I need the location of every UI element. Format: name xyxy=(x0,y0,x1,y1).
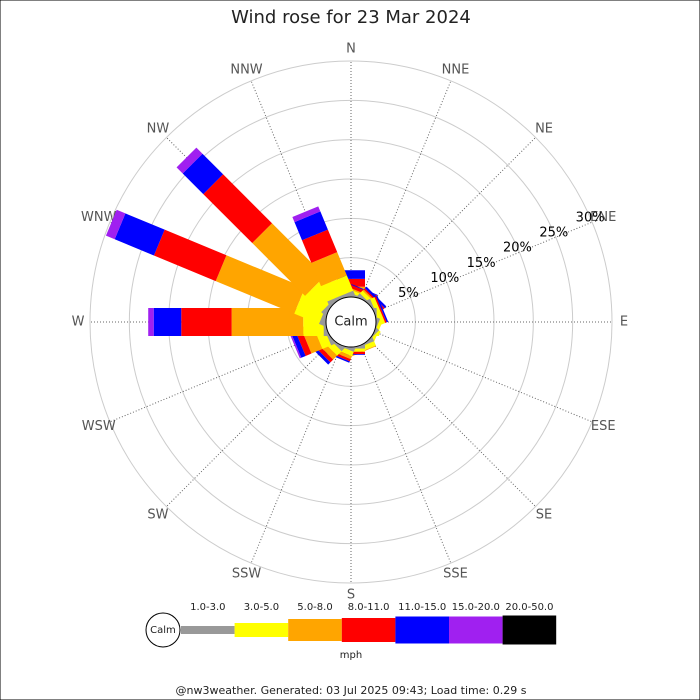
legend-label: 3.0-5.0 xyxy=(244,602,279,613)
legend-swatch xyxy=(181,626,235,634)
direction-label: NW xyxy=(147,121,170,136)
legend-swatch xyxy=(341,618,396,642)
legend-swatch xyxy=(395,616,449,644)
spoke xyxy=(166,339,334,507)
calm-circle xyxy=(325,296,377,348)
bar-segment xyxy=(153,308,182,336)
bar-segment xyxy=(148,308,154,336)
grid-ring xyxy=(89,60,613,584)
bar-segment xyxy=(292,206,321,223)
legend-label: 1.0-3.0 xyxy=(190,602,225,613)
legend-calm-label: Calm xyxy=(150,625,176,636)
spoke xyxy=(368,339,536,507)
calm-label: Calm xyxy=(334,315,367,330)
bar-segment xyxy=(215,255,305,314)
direction-label: S xyxy=(347,588,355,603)
legend-label: 5.0-8.0 xyxy=(297,602,332,613)
spoke xyxy=(373,331,593,423)
r-tick-label: 10% xyxy=(430,271,459,286)
spoke xyxy=(360,80,452,300)
bar-segment xyxy=(376,295,389,323)
r-tick-label: 15% xyxy=(467,256,496,271)
r-tick-label: 30% xyxy=(576,211,605,226)
r-tick-label: 5% xyxy=(398,286,419,301)
direction-label: N xyxy=(346,42,356,57)
direction-label: W xyxy=(72,315,85,330)
bar-segment xyxy=(153,229,227,282)
r-tick-label: 25% xyxy=(539,226,568,241)
legend-calm xyxy=(145,612,181,648)
direction-label: NNE xyxy=(442,62,470,77)
spoke xyxy=(109,331,329,423)
direction-label: SE xyxy=(536,508,552,523)
direction-label: ESE xyxy=(591,419,616,434)
direction-label: WSW xyxy=(82,419,116,434)
chart-title: Wind rose for 23 Mar 2024 xyxy=(231,7,471,28)
direction-label: SSW xyxy=(232,567,262,582)
legend-swatch xyxy=(502,615,557,645)
legend-swatch xyxy=(234,623,289,637)
legend-swatch xyxy=(288,619,342,641)
direction-label: NNW xyxy=(230,62,262,77)
bar-segment xyxy=(203,174,273,244)
bar-segment xyxy=(294,211,328,241)
legend-label: 8.0-11.0 xyxy=(348,602,390,613)
spoke xyxy=(373,221,593,313)
spoke xyxy=(368,137,536,305)
direction-label: SW xyxy=(147,508,168,523)
bar-segment xyxy=(311,252,347,287)
unit-label: mph xyxy=(340,650,362,661)
spoke xyxy=(360,344,452,564)
direction-label: WNW xyxy=(81,210,117,225)
bar-segment xyxy=(114,213,165,256)
legend-label: 15.0-20.0 xyxy=(452,602,500,613)
legend-label: 20.0-50.0 xyxy=(505,602,553,613)
bar-segment xyxy=(302,229,338,263)
bar-segment xyxy=(181,308,232,336)
bar-segment xyxy=(289,331,302,359)
bar-segment xyxy=(320,275,354,302)
footer: @nw3weather. Generated: 03 Jul 2025 09:4… xyxy=(176,684,527,697)
bar-segment xyxy=(176,147,203,174)
direction-label: E xyxy=(620,315,628,330)
direction-label: NE xyxy=(535,121,553,136)
bar-segment xyxy=(105,209,126,240)
bar-segment xyxy=(290,330,306,358)
direction-label: SSE xyxy=(443,567,468,582)
bar-segment xyxy=(231,308,304,336)
spoke xyxy=(250,344,342,564)
legend-swatch xyxy=(449,616,503,644)
bar-segment xyxy=(374,296,387,323)
legend-label: 11.0-15.0 xyxy=(398,602,446,613)
r-tick-label: 20% xyxy=(503,241,532,256)
grid-ring xyxy=(128,99,574,545)
direction-label: ENE xyxy=(590,210,616,225)
bar-segment xyxy=(252,223,325,296)
bar-segment xyxy=(182,153,224,195)
